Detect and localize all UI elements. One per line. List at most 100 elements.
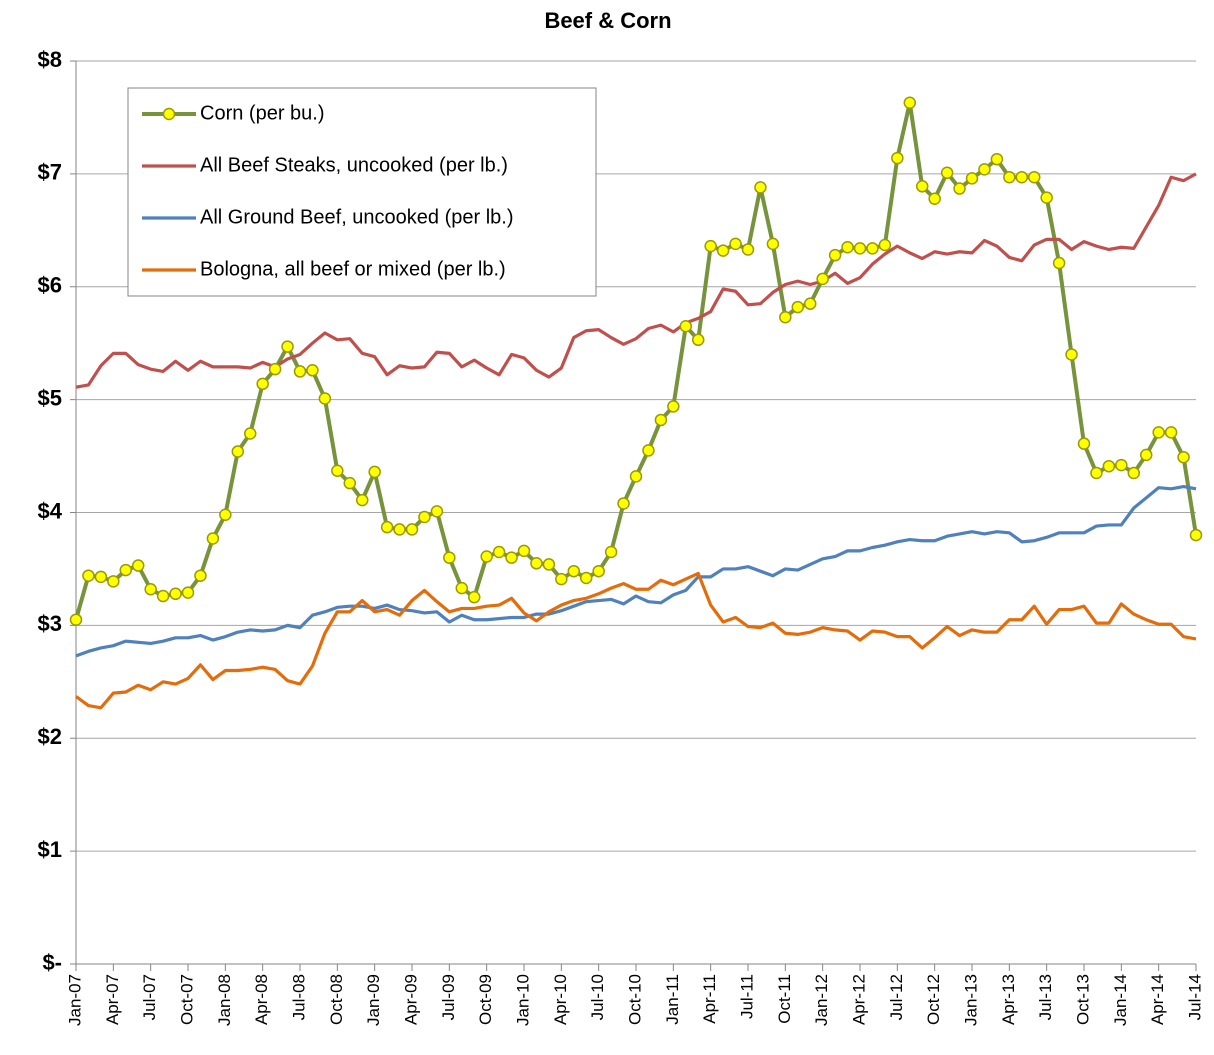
marker xyxy=(517,544,531,558)
marker xyxy=(94,570,108,584)
y-tick-label: $2 xyxy=(38,724,62,749)
marker xyxy=(443,551,456,564)
legend-label: All Beef Steaks, uncooked (per lb.) xyxy=(200,154,508,176)
marker xyxy=(1164,426,1178,439)
marker xyxy=(704,239,717,253)
y-tick-label: $5 xyxy=(38,385,62,410)
x-tick-label: Oct-08 xyxy=(327,974,346,1025)
marker xyxy=(654,413,668,427)
marker xyxy=(579,571,593,585)
marker xyxy=(256,377,269,391)
marker xyxy=(467,590,481,604)
y-tick-label: $1 xyxy=(38,837,62,862)
x-tick-label: Oct-10 xyxy=(625,974,644,1025)
marker xyxy=(144,583,157,596)
marker xyxy=(766,237,780,251)
marker xyxy=(368,465,381,479)
marker xyxy=(592,564,605,578)
marker xyxy=(1189,528,1203,542)
x-tick-label: Jul-07 xyxy=(140,974,159,1020)
marker xyxy=(853,242,867,255)
legend-marker xyxy=(162,107,176,121)
marker xyxy=(219,508,232,522)
marker xyxy=(940,166,954,179)
marker xyxy=(754,181,767,194)
marker xyxy=(505,551,518,564)
marker xyxy=(181,586,195,599)
x-tick-label: Apr-12 xyxy=(849,974,868,1025)
marker xyxy=(306,364,319,377)
x-tick-label: Oct-09 xyxy=(476,974,495,1025)
x-tick-label: Apr-08 xyxy=(252,974,271,1025)
marker xyxy=(741,243,755,256)
marker xyxy=(343,476,357,490)
marker xyxy=(1115,458,1128,472)
marker xyxy=(1077,437,1091,450)
x-tick-label: Jul-08 xyxy=(289,974,308,1020)
marker xyxy=(194,569,207,582)
marker xyxy=(779,310,792,324)
marker xyxy=(1015,171,1029,184)
x-tick-label: Jul-09 xyxy=(439,974,458,1020)
x-tick-label: Jul-13 xyxy=(1036,974,1055,1020)
x-tick-label: Jan-13 xyxy=(961,974,980,1026)
marker xyxy=(953,182,966,195)
x-tick-label: Apr-14 xyxy=(1148,974,1167,1025)
marker xyxy=(679,320,693,333)
marker xyxy=(791,300,805,314)
x-tick-label: Oct-13 xyxy=(1073,974,1092,1025)
marker xyxy=(1052,256,1066,270)
marker xyxy=(206,532,220,545)
legend-label: All Ground Beef, uncooked (per lb.) xyxy=(200,206,514,228)
line-series xyxy=(75,484,1197,658)
marker xyxy=(119,563,133,577)
x-tick-label: Jan-12 xyxy=(812,974,831,1026)
marker xyxy=(1139,448,1153,462)
x-tick-label: Oct-12 xyxy=(924,974,943,1025)
marker xyxy=(1152,426,1165,439)
y-tick-label: $3 xyxy=(38,611,62,636)
marker xyxy=(380,520,394,534)
x-tick-label: Apr-09 xyxy=(401,974,420,1025)
marker xyxy=(530,557,543,570)
marker xyxy=(604,545,618,559)
marker xyxy=(978,163,991,176)
marker xyxy=(841,240,854,254)
legend-label: Corn (per bu.) xyxy=(200,102,325,124)
marker xyxy=(318,392,332,405)
y-tick-label: $7 xyxy=(38,160,62,185)
marker xyxy=(107,575,120,588)
marker xyxy=(555,572,568,586)
marker xyxy=(642,444,655,457)
marker xyxy=(331,464,344,477)
x-tick-label: Jul-11 xyxy=(737,974,756,1019)
marker xyxy=(293,365,307,378)
marker xyxy=(1102,459,1116,473)
marker xyxy=(567,564,581,578)
marker xyxy=(355,493,369,507)
marker xyxy=(156,589,170,603)
x-tick-label: Jul-10 xyxy=(588,974,607,1020)
x-tick-label: Oct-07 xyxy=(177,974,196,1025)
marker xyxy=(691,333,705,347)
marker xyxy=(915,180,929,193)
marker xyxy=(82,569,95,582)
marker xyxy=(418,510,431,524)
marker xyxy=(1027,171,1041,184)
marker xyxy=(131,559,145,572)
marker xyxy=(1065,348,1078,361)
x-tick-label: Jan-09 xyxy=(364,974,383,1026)
marker xyxy=(729,237,742,251)
marker xyxy=(891,151,904,165)
legend-label: Bologna, all beef or mixed (per lb.) xyxy=(200,258,506,280)
x-tick-label: Apr-10 xyxy=(551,974,570,1025)
x-tick-label: Jul-14 xyxy=(1185,974,1204,1020)
line-series xyxy=(75,172,1197,389)
marker xyxy=(69,613,83,626)
marker xyxy=(629,470,643,483)
marker xyxy=(231,445,245,458)
marker xyxy=(455,581,469,595)
x-tick-label: Jan-07 xyxy=(65,974,84,1026)
marker xyxy=(430,505,444,518)
